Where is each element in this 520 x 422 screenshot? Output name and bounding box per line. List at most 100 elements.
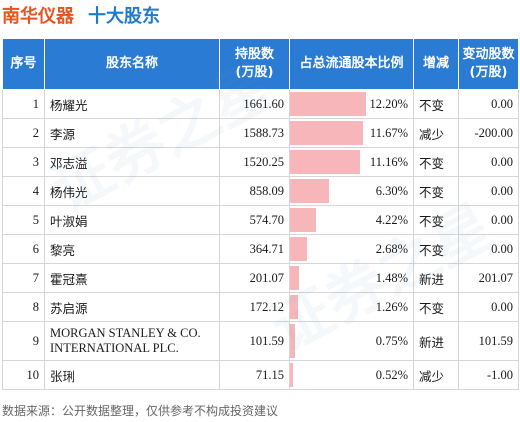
ratio-cell: 6.30% bbox=[289, 176, 414, 206]
shares-cell: 172.12 bbox=[219, 292, 290, 322]
change-status-cell: 减少 bbox=[413, 118, 459, 148]
holder-name-cell: 张琍 bbox=[44, 360, 220, 390]
title-bar: 南华仪器 十大股东 bbox=[0, 0, 520, 30]
ratio-value: 4.22% bbox=[375, 212, 408, 227]
ratio-cell: 2.68% bbox=[289, 234, 414, 264]
ratio-value: 11.67% bbox=[369, 125, 408, 140]
col-header-rank: 序号 bbox=[2, 38, 45, 90]
company-name: 南华仪器 bbox=[2, 6, 74, 27]
change-status-cell: 新进 bbox=[413, 321, 459, 361]
table-row: 3 邓志溢 1520.25 11.16% 不变 0.00 bbox=[2, 147, 519, 177]
ratio-value: 0.52% bbox=[375, 367, 408, 382]
ratio-bar bbox=[290, 92, 367, 116]
shares-cell: 1520.25 bbox=[219, 147, 290, 177]
change-status-cell: 不变 bbox=[413, 89, 459, 119]
shares-cell: 101.59 bbox=[219, 321, 290, 361]
ratio-cell: 0.52% bbox=[289, 360, 414, 390]
rank-cell: 10 bbox=[2, 360, 45, 390]
rank-cell: 4 bbox=[2, 176, 45, 206]
ratio-bar bbox=[290, 237, 307, 261]
col-header-shares: 持股数 (万股) bbox=[219, 38, 290, 90]
shares-cell: 858.09 bbox=[219, 176, 290, 206]
delta-cell: 0.00 bbox=[458, 176, 519, 206]
delta-cell: -1.00 bbox=[458, 360, 519, 390]
delta-cell: 0.00 bbox=[458, 292, 519, 322]
ratio-bar bbox=[290, 295, 298, 319]
ratio-value: 0.75% bbox=[375, 333, 408, 348]
delta-cell: 0.00 bbox=[458, 234, 519, 264]
holder-name-cell: 霍冠熹 bbox=[44, 263, 220, 293]
shares-cell: 1661.60 bbox=[219, 89, 290, 119]
table-header-row: 序号 股东名称 持股数 (万股) 占总流通股本比例 增减 变动股数 (万股) bbox=[2, 38, 519, 90]
table-row: 5 叶淑娟 574.70 4.22% 不变 0.00 bbox=[2, 205, 519, 235]
ratio-bar bbox=[290, 150, 360, 174]
ratio-bar bbox=[290, 266, 300, 290]
ratio-bar bbox=[290, 363, 294, 387]
table-row: 9 MORGAN STANLEY & CO. INTERNATIONAL PLC.… bbox=[2, 321, 519, 361]
change-status-cell: 不变 bbox=[413, 292, 459, 322]
table-row: 6 黎亮 364.71 2.68% 不变 0.00 bbox=[2, 234, 519, 264]
holder-name-cell: MORGAN STANLEY & CO. INTERNATIONAL PLC. bbox=[44, 321, 220, 361]
shares-cell: 71.15 bbox=[219, 360, 290, 390]
table-row: 8 苏启源 172.12 1.26% 不变 0.00 bbox=[2, 292, 519, 322]
col-header-delta: 变动股数 (万股) bbox=[458, 38, 519, 90]
ratio-value: 2.68% bbox=[375, 241, 408, 256]
ratio-cell: 0.75% bbox=[289, 321, 414, 361]
rank-cell: 8 bbox=[2, 292, 45, 322]
delta-cell: 201.07 bbox=[458, 263, 519, 293]
table-row: 10 张琍 71.15 0.52% 减少 -1.00 bbox=[2, 360, 519, 390]
ratio-cell: 4.22% bbox=[289, 205, 414, 235]
holder-name-cell: 黎亮 bbox=[44, 234, 220, 264]
ratio-bar bbox=[290, 324, 295, 358]
change-status-cell: 不变 bbox=[413, 234, 459, 264]
data-source-note: 数据来源：公开数据整理，仅供参考不构成投资建议 bbox=[2, 404, 279, 418]
ratio-value: 1.48% bbox=[375, 270, 408, 285]
shares-cell: 574.70 bbox=[219, 205, 290, 235]
rank-cell: 1 bbox=[2, 89, 45, 119]
ratio-value: 1.26% bbox=[375, 299, 408, 314]
change-status-cell: 不变 bbox=[413, 176, 459, 206]
holder-name-cell: 苏启源 bbox=[44, 292, 220, 322]
rank-cell: 5 bbox=[2, 205, 45, 235]
holder-name-cell: 杨耀光 bbox=[44, 89, 220, 119]
col-header-change: 增减 bbox=[413, 38, 459, 90]
ratio-bar bbox=[290, 121, 363, 145]
ratio-bar bbox=[290, 179, 330, 203]
table-row: 1 杨耀光 1661.60 12.20% 不变 0.00 bbox=[2, 89, 519, 119]
holder-name-cell: 邓志溢 bbox=[44, 147, 220, 177]
rank-cell: 7 bbox=[2, 263, 45, 293]
shares-cell: 201.07 bbox=[219, 263, 290, 293]
col-header-ratio: 占总流通股本比例 bbox=[289, 38, 414, 90]
shares-cell: 364.71 bbox=[219, 234, 290, 264]
ratio-cell: 1.26% bbox=[289, 292, 414, 322]
ratio-value: 6.30% bbox=[375, 183, 408, 198]
rank-cell: 6 bbox=[2, 234, 45, 264]
ratio-cell: 11.67% bbox=[289, 118, 414, 148]
ratio-value: 11.16% bbox=[369, 154, 408, 169]
delta-cell: 0.00 bbox=[458, 147, 519, 177]
change-status-cell: 不变 bbox=[413, 205, 459, 235]
holder-name-cell: 叶淑娟 bbox=[44, 205, 220, 235]
change-status-cell: 新进 bbox=[413, 263, 459, 293]
change-status-cell: 减少 bbox=[413, 360, 459, 390]
table-row: 4 杨伟光 858.09 6.30% 不变 0.00 bbox=[2, 176, 519, 206]
table-row: 7 霍冠熹 201.07 1.48% 新进 201.07 bbox=[2, 263, 519, 293]
ratio-cell: 12.20% bbox=[289, 89, 414, 119]
shares-cell: 1588.73 bbox=[219, 118, 290, 148]
delta-cell: 0.00 bbox=[458, 89, 519, 119]
rank-cell: 2 bbox=[2, 118, 45, 148]
holder-name-cell: 李源 bbox=[44, 118, 220, 148]
rank-cell: 9 bbox=[2, 321, 45, 361]
delta-cell: 0.00 bbox=[458, 205, 519, 235]
section-title: 十大股东 bbox=[88, 6, 160, 27]
col-header-name: 股东名称 bbox=[44, 38, 220, 90]
delta-cell: -200.00 bbox=[458, 118, 519, 148]
change-status-cell: 不变 bbox=[413, 147, 459, 177]
ratio-cell: 11.16% bbox=[289, 147, 414, 177]
table-row: 2 李源 1588.73 11.67% 减少 -200.00 bbox=[2, 118, 519, 148]
ratio-value: 12.20% bbox=[369, 96, 408, 111]
rank-cell: 3 bbox=[2, 147, 45, 177]
shareholders-table: 序号 股东名称 持股数 (万股) 占总流通股本比例 增减 变动股数 (万股) 1 杨耀… bbox=[2, 38, 519, 390]
delta-cell: 101.59 bbox=[458, 321, 519, 361]
holder-name-cell: 杨伟光 bbox=[44, 176, 220, 206]
